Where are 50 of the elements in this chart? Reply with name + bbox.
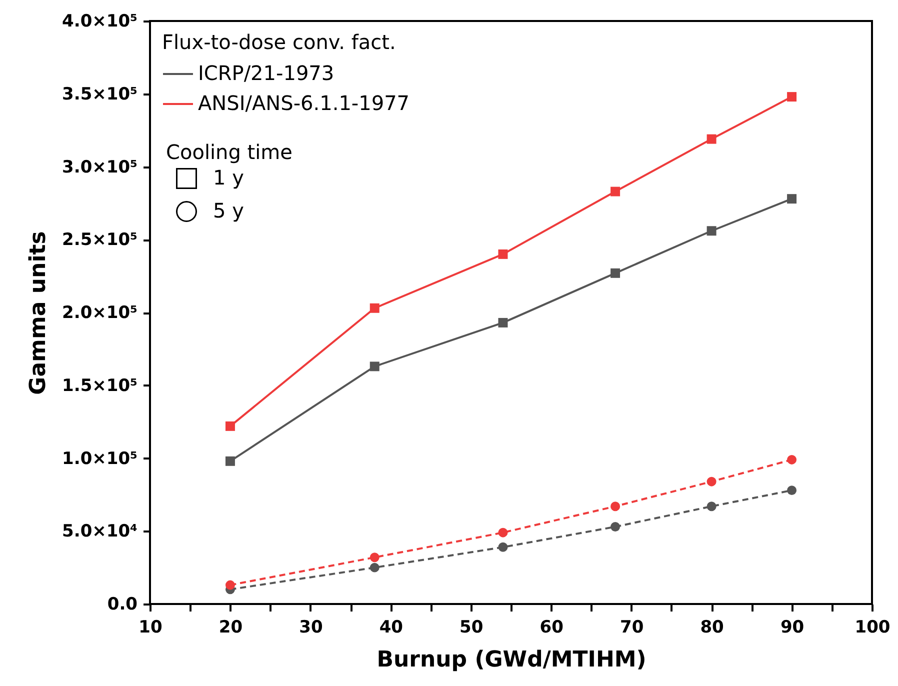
point [706, 476, 716, 486]
x-tick-label: 10 [138, 618, 162, 638]
annotation: Cooling time [166, 140, 292, 164]
y-tick-label: 2.0×10⁵ [62, 303, 138, 323]
point [498, 528, 508, 538]
y-tick-label: 1.5×10⁵ [62, 376, 138, 396]
x-axis-title: Burnup (GWd/MTIHM) [376, 648, 646, 672]
point [610, 502, 620, 512]
point [498, 542, 508, 552]
x-tick-label: 20 [218, 618, 243, 638]
y-tick-label: 1.0×10⁵ [62, 448, 138, 469]
point [610, 522, 620, 532]
point [706, 502, 716, 512]
x-tick-label: 30 [299, 618, 323, 638]
legend-label: ICRP/21-1973 [198, 61, 334, 85]
point [787, 92, 797, 102]
point [610, 186, 620, 196]
point [370, 552, 380, 562]
x-tick-label: 80 [700, 618, 724, 638]
y-tick-label: 4.0×10⁵ [62, 12, 138, 32]
point [225, 456, 235, 466]
point [370, 303, 380, 313]
point [610, 268, 620, 278]
y-tick-label: 0.0 [107, 594, 138, 614]
point [706, 134, 716, 144]
y-tick-label: 3.5×10⁵ [62, 84, 138, 104]
point [498, 318, 508, 328]
y-tick-label: 3.0×10⁵ [62, 157, 138, 178]
x-tick-label: 100 [854, 618, 890, 638]
annotation: 5 y [213, 198, 244, 222]
y-tick-label: 5.0×10⁴ [62, 522, 138, 542]
point [225, 580, 235, 590]
point [787, 454, 797, 464]
point [225, 421, 235, 431]
x-tick-label: 40 [379, 618, 404, 638]
point [370, 562, 380, 572]
point [787, 486, 797, 496]
x-tick-label: 50 [460, 618, 484, 638]
x-tick-label: 90 [780, 618, 804, 638]
legend-label: ANSI/ANS-6.1.1-1977 [198, 91, 410, 115]
legend-title: Flux-to-dose conv. fact. [162, 30, 396, 54]
y-tick-label: 2.5×10⁵ [62, 230, 138, 250]
y-axis-title: Gamma units [26, 231, 52, 395]
point [370, 362, 380, 372]
point [787, 194, 797, 204]
annotation: 1 y [213, 166, 244, 190]
x-tick-label: 70 [620, 618, 644, 638]
point [498, 249, 508, 259]
x-tick-label: 60 [540, 618, 564, 638]
point [706, 226, 716, 236]
